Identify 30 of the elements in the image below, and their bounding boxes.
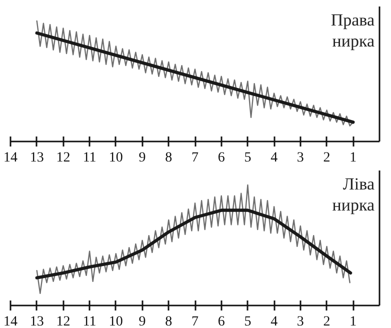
x-tick-label: 14 <box>4 150 18 166</box>
x-tick-label: 11 <box>82 150 96 166</box>
x-tick-label: 2 <box>323 150 330 166</box>
x-tick-label: 7 <box>192 150 198 166</box>
x-tick-label: 8 <box>165 314 172 328</box>
chart-title: Права нирка <box>330 10 375 50</box>
x-tick-label: 5 <box>244 314 252 328</box>
x-tick-label: 2 <box>323 314 330 328</box>
x-tick-label: 4 <box>270 150 278 166</box>
chart-title: Ліва нирка <box>332 174 375 214</box>
x-tick-label: 5 <box>244 150 252 166</box>
x-tick-label: 10 <box>108 150 123 166</box>
x-tick-label: 13 <box>30 314 44 328</box>
x-tick-label: 3 <box>296 314 304 328</box>
x-tick-label: 6 <box>218 314 225 328</box>
x-tick-label: 1 <box>350 150 357 166</box>
x-tick-label: 14 <box>4 314 18 328</box>
x-tick-label: 13 <box>30 150 44 166</box>
x-tick-label: 6 <box>218 150 225 166</box>
x-tick-label: 12 <box>56 150 70 166</box>
x-tick-label: 8 <box>165 150 172 166</box>
x-tick-label: 9 <box>138 314 146 328</box>
x-tick-label: 10 <box>108 314 123 328</box>
x-tick-label: 1 <box>350 314 357 328</box>
x-tick-label: 3 <box>296 150 304 166</box>
x-tick-label: 7 <box>192 314 198 328</box>
x-tick-label: 12 <box>56 314 70 328</box>
x-tick-label: 9 <box>138 150 146 166</box>
x-tick-label: 4 <box>270 314 278 328</box>
x-tick-label: 11 <box>82 314 96 328</box>
